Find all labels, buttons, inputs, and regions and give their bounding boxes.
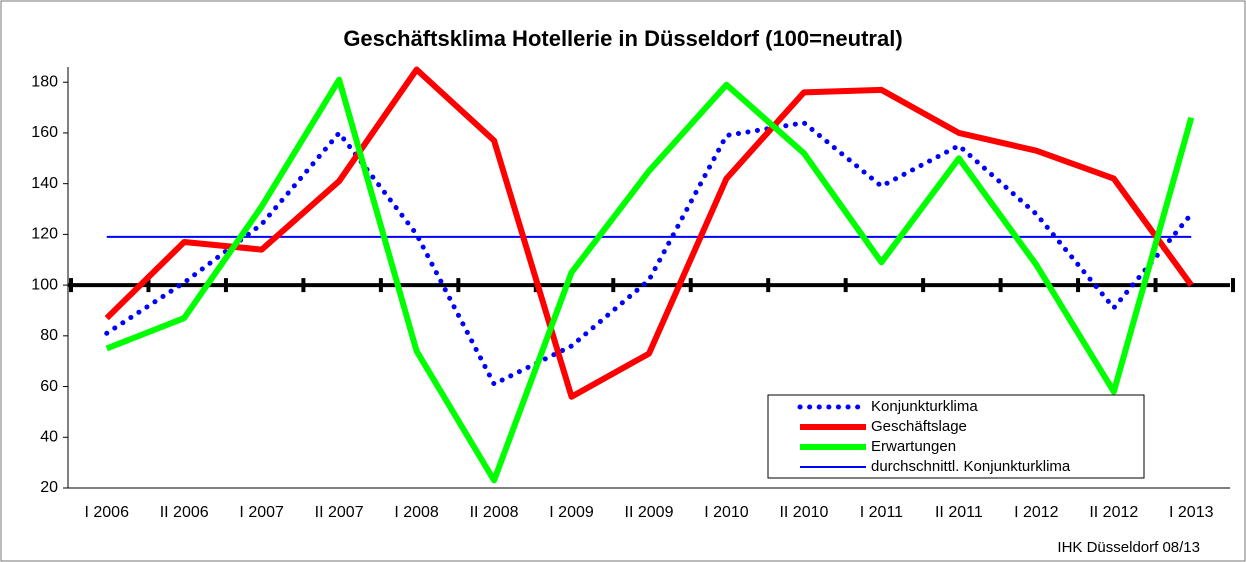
legend-label: durchschnittl. Konjunkturklima <box>871 458 1071 475</box>
series-line <box>105 76 1195 484</box>
x-tick-label: I 2008 <box>394 504 439 521</box>
x-tick-label: II 2009 <box>625 504 674 521</box>
x-tick-label: I 2012 <box>1014 504 1059 521</box>
x-tick-label: I 2009 <box>549 504 594 521</box>
x-tick-label: II 2007 <box>315 504 364 521</box>
legend-label: Geschäftslage <box>871 418 967 435</box>
x-tick-label: II 2011 <box>935 504 983 521</box>
y-tick-label: 20 <box>40 479 58 496</box>
y-tick-label: 180 <box>31 73 58 90</box>
y-tick-label: 60 <box>40 378 58 395</box>
x-tick-label: II 2010 <box>779 504 828 521</box>
chart-title: Geschäftsklima Hotellerie in Düsseldorf … <box>343 26 902 51</box>
y-tick-label: 160 <box>31 124 58 141</box>
y-tick-label: 80 <box>40 327 58 344</box>
series-line <box>104 120 1194 387</box>
y-tick-label: 140 <box>31 175 58 192</box>
x-tick-label: I 2011 <box>860 504 903 521</box>
source: IHK Düsseldorf 08/13 <box>1057 539 1200 556</box>
x-tick-label: I 2010 <box>704 504 749 521</box>
legend-label: Erwartungen <box>871 438 956 455</box>
x-tick-label: I 2013 <box>1169 504 1214 521</box>
legend-label: Konjunkturklima <box>871 398 978 415</box>
y-tick-label: 100 <box>31 276 58 293</box>
legend-box <box>767 394 1145 479</box>
x-tick-label: II 2006 <box>160 504 209 521</box>
x-tick-label: II 2008 <box>470 504 519 521</box>
x-tick-label: I 2006 <box>84 504 129 521</box>
x-tick-label: II 2012 <box>1089 504 1138 521</box>
y-tick-label: 120 <box>31 226 58 243</box>
y-tick-label: 40 <box>40 428 58 445</box>
x-tick-label: I 2007 <box>239 504 284 521</box>
series-line <box>104 66 1194 400</box>
